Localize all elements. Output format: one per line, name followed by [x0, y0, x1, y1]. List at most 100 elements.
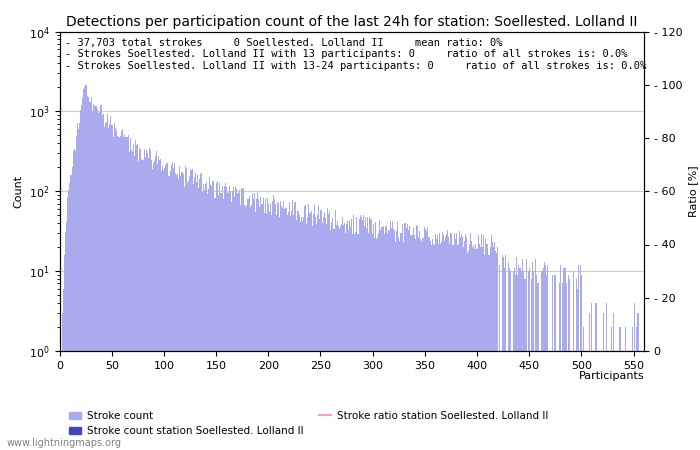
- Bar: [253, 199, 254, 450]
- Y-axis label: Ratio [%]: Ratio [%]: [688, 166, 698, 217]
- Bar: [626, 351, 628, 450]
- Bar: [220, 193, 222, 450]
- Bar: [286, 215, 288, 450]
- Bar: [279, 217, 280, 450]
- Bar: [337, 226, 339, 450]
- Bar: [154, 161, 155, 450]
- Bar: [452, 245, 454, 450]
- Bar: [552, 275, 553, 450]
- Bar: [162, 166, 163, 450]
- Bar: [541, 271, 542, 450]
- Bar: [442, 232, 443, 450]
- Bar: [575, 279, 577, 450]
- Bar: [335, 225, 337, 450]
- Bar: [620, 351, 622, 450]
- Bar: [281, 206, 282, 450]
- Bar: [222, 186, 223, 450]
- Bar: [449, 244, 450, 450]
- Bar: [417, 226, 418, 450]
- Bar: [63, 289, 64, 450]
- Bar: [114, 123, 116, 450]
- Bar: [632, 327, 633, 450]
- Bar: [566, 284, 567, 450]
- Bar: [553, 351, 554, 450]
- Bar: [528, 268, 530, 450]
- Bar: [323, 217, 324, 450]
- Bar: [130, 138, 131, 450]
- Bar: [612, 351, 613, 450]
- Bar: [183, 174, 184, 450]
- Bar: [609, 351, 610, 450]
- Bar: [324, 212, 325, 450]
- Bar: [329, 211, 330, 450]
- Bar: [252, 193, 253, 450]
- Bar: [315, 217, 316, 450]
- Bar: [420, 239, 421, 450]
- Bar: [256, 198, 258, 450]
- Bar: [579, 351, 580, 450]
- Bar: [590, 351, 592, 450]
- Bar: [622, 351, 624, 450]
- Bar: [587, 351, 588, 450]
- Bar: [247, 199, 248, 450]
- Bar: [547, 265, 549, 450]
- Bar: [430, 245, 432, 450]
- Bar: [137, 144, 139, 450]
- Bar: [214, 198, 216, 450]
- Bar: [485, 239, 486, 450]
- Bar: [513, 271, 514, 450]
- Bar: [550, 351, 551, 450]
- Bar: [374, 238, 375, 450]
- Bar: [326, 224, 327, 450]
- Bar: [146, 150, 147, 450]
- Bar: [437, 235, 438, 450]
- Bar: [299, 215, 300, 450]
- Bar: [543, 268, 545, 450]
- Bar: [145, 158, 146, 450]
- Bar: [321, 210, 322, 450]
- Bar: [251, 205, 252, 450]
- Bar: [127, 137, 128, 450]
- Bar: [362, 220, 363, 450]
- Bar: [84, 87, 85, 450]
- Bar: [558, 351, 559, 450]
- Bar: [128, 135, 129, 450]
- Bar: [436, 239, 437, 450]
- Bar: [439, 233, 440, 450]
- Bar: [243, 188, 244, 450]
- Bar: [464, 241, 465, 450]
- Bar: [319, 219, 320, 450]
- Bar: [302, 221, 303, 450]
- Bar: [515, 275, 516, 450]
- Bar: [271, 215, 272, 450]
- Bar: [433, 244, 434, 450]
- Bar: [370, 219, 371, 450]
- Bar: [218, 183, 220, 450]
- Bar: [267, 203, 269, 450]
- Bar: [331, 223, 332, 450]
- Bar: [112, 125, 113, 450]
- Bar: [600, 351, 601, 450]
- Bar: [316, 224, 317, 450]
- Bar: [412, 235, 413, 450]
- Bar: [386, 233, 388, 450]
- Bar: [165, 165, 167, 450]
- Bar: [633, 351, 634, 450]
- Bar: [78, 129, 79, 450]
- Bar: [152, 169, 153, 450]
- Bar: [208, 189, 209, 450]
- Bar: [71, 167, 73, 450]
- Bar: [64, 255, 65, 450]
- Bar: [182, 172, 183, 450]
- Bar: [157, 164, 158, 450]
- Bar: [584, 351, 585, 450]
- Bar: [639, 351, 640, 450]
- Bar: [469, 244, 470, 450]
- Bar: [120, 131, 122, 450]
- Bar: [414, 235, 415, 450]
- Bar: [156, 151, 157, 450]
- Bar: [368, 233, 369, 450]
- Bar: [227, 192, 228, 450]
- Bar: [173, 168, 174, 450]
- Bar: [367, 217, 368, 450]
